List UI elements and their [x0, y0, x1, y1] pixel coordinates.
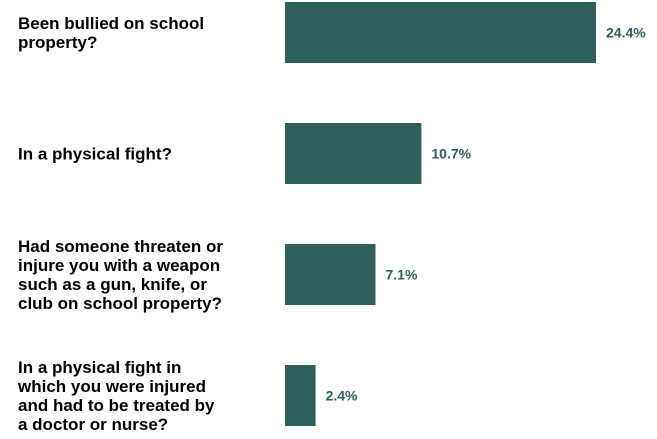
value-label-2: 10.7%: [431, 146, 471, 162]
category-label-line: In a physical fight?: [18, 145, 172, 164]
category-label-2: In a physical fight?: [18, 145, 172, 164]
bar-2: [285, 123, 422, 184]
bar-4: [285, 365, 316, 426]
category-label-line: injure you with a weapon: [18, 256, 220, 275]
category-label-4: In a physical fight in which you were inj…: [17, 358, 215, 434]
category-label-1: Been bullied on school property?: [18, 14, 204, 52]
value-label-4: 2.4%: [326, 388, 358, 404]
category-label-line: In a physical fight in: [18, 358, 181, 377]
category-label-line: club on school property?: [18, 294, 222, 313]
category-label-line: which you were injured: [17, 377, 206, 396]
category-label-3: Had someone threaten or injure you with a…: [18, 237, 223, 313]
bar-1: [285, 2, 596, 63]
value-label-1: 24.4%: [606, 25, 646, 41]
category-label-line: Had someone threaten or: [18, 237, 223, 256]
value-label-3: 7.1%: [386, 267, 418, 283]
bar-3: [285, 244, 376, 305]
category-label-line: a doctor or nurse?: [18, 415, 168, 434]
category-label-line: property?: [18, 33, 97, 52]
category-label-line: Been bullied on school: [18, 14, 204, 33]
category-label-line: and had to be treated by: [18, 396, 215, 415]
category-label-line: such as a gun, knife, or: [18, 275, 207, 294]
